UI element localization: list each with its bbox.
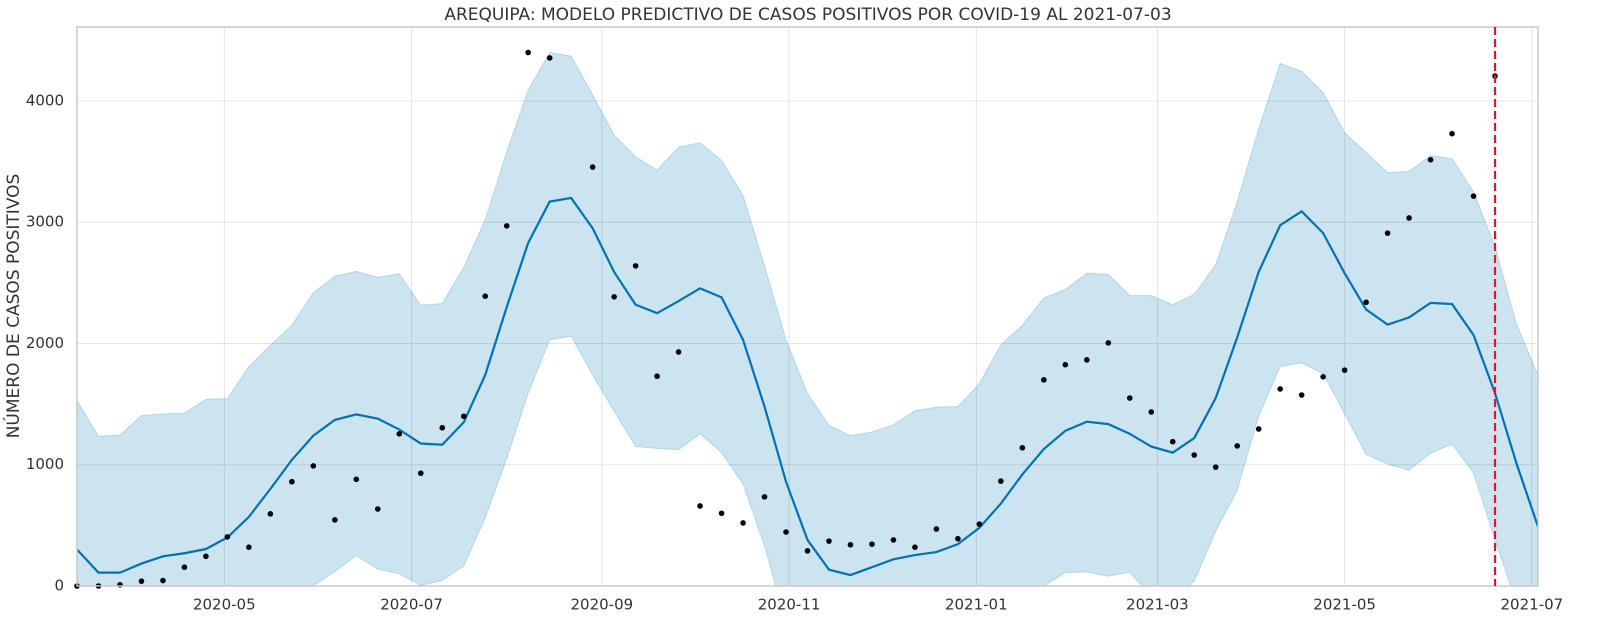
observed-point [1470,193,1477,199]
forecast-line [77,196,1538,577]
observed-point [933,526,940,532]
observed-point [160,577,166,584]
observed-point [718,510,725,517]
observed-point [589,164,596,170]
observed-point [1084,357,1090,363]
y-axis-label: NÚMERO DE CASOS POSITIVOS [2,174,24,439]
observed-point [675,349,682,355]
observed-point [1212,464,1219,470]
observed-point [611,293,617,300]
chart-title: AREQUIPA: MODELO PREDICTIVO DE CASOS POS… [444,5,1171,25]
observed-point [1019,444,1026,451]
observed-point [1062,361,1069,368]
observed-point [1406,215,1412,221]
observed-point [869,541,875,547]
observed-point [1191,452,1198,458]
observed-point [783,529,789,535]
y-tick-label: 2000 [26,334,64,352]
observed-point [460,413,467,420]
observed-point [224,534,231,540]
observed-point [1126,395,1133,401]
observed-point [804,548,811,554]
observed-point [417,470,424,477]
observed-point [632,263,639,269]
observed-point [353,476,360,483]
observed-point [267,511,274,517]
observed-point [482,293,489,299]
observed-point [1384,230,1391,236]
observed-point [1169,438,1176,445]
observed-point [246,544,252,550]
observed-point [525,49,531,56]
plot-area [77,51,1538,586]
observed-point [1234,443,1241,449]
y-tick-label: 4000 [26,91,64,109]
observed-point [1363,299,1369,306]
x-tick-label: 2020-11 [758,596,821,614]
plot-frame [76,26,1539,587]
y-tick-label: 0 [54,577,64,595]
x-tick-label: 2021-01 [945,596,1008,614]
observed-point [998,478,1004,484]
x-tick-label: 2021-05 [1313,596,1376,614]
observed-point [1277,386,1283,392]
observed-point [332,517,338,523]
observed-point [1427,156,1434,163]
observed-point [1341,367,1348,373]
y-tick-label: 3000 [26,213,64,231]
observed-point [890,537,897,543]
observed-point [310,463,317,469]
x-tick-label: 2020-09 [571,596,634,614]
observed-point [203,553,209,560]
observed-point [439,424,446,431]
observed-point [546,55,553,61]
y-tick-label: 1000 [26,455,64,473]
observed-point [503,223,510,229]
x-tick-label: 2020-05 [193,596,256,614]
observed-point [289,478,295,485]
observed-point [976,521,983,527]
observed-point [1255,426,1262,432]
observed-point [847,541,854,548]
observed-point [761,494,768,500]
observed-point [1105,340,1112,346]
x-tick-label: 2020-07 [380,596,443,614]
x-tick-label: 2021-07 [1501,596,1564,614]
observed-point [1041,377,1047,383]
observed-point [912,544,918,550]
observed-point [740,520,746,526]
x-tick-label: 2021-03 [1126,596,1189,614]
observed-point [396,431,403,437]
observed-point [1148,409,1155,415]
observed-point [1298,392,1305,398]
observed-point [955,535,961,542]
observed-point [1320,374,1326,380]
observed-point [138,578,145,584]
observed-point [697,503,703,509]
observed-point [654,373,660,380]
observed-point [374,506,381,512]
grid [77,27,1538,587]
observed-point [826,538,832,544]
observed-point [181,564,188,571]
observed-point [1449,130,1455,137]
